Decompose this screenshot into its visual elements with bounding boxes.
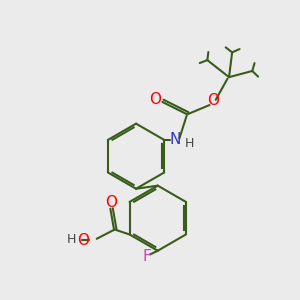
Text: F: F xyxy=(142,249,151,264)
Text: O: O xyxy=(77,233,89,248)
Text: N: N xyxy=(169,132,181,147)
Text: O: O xyxy=(105,195,117,210)
Text: H: H xyxy=(184,136,194,149)
Text: O: O xyxy=(150,92,162,107)
Text: O: O xyxy=(208,93,220,108)
Text: H: H xyxy=(67,233,76,246)
